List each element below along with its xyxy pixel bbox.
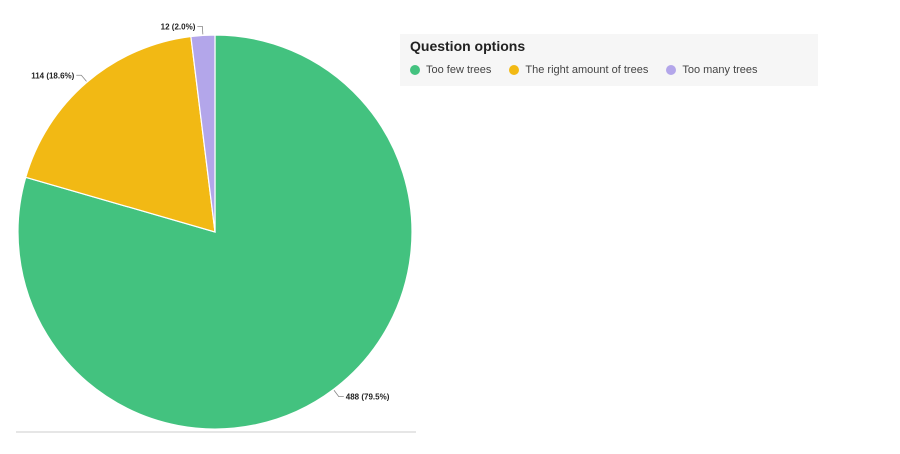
legend-swatch-icon	[509, 65, 520, 75]
legend-label: Too many trees	[682, 64, 758, 76]
leader-lines	[76, 25, 344, 398]
pie-slice-1[interactable]	[25, 35, 216, 233]
pie-slice-2[interactable]	[190, 34, 216, 233]
legend-item-right-amount-of-trees[interactable]: The right amount of trees	[509, 64, 648, 76]
slice-label-0: 488 (79.5%)	[346, 393, 390, 402]
legend: Question options Too few trees The right…	[400, 34, 818, 86]
legend-item-too-many-trees[interactable]: Too many trees	[666, 64, 758, 76]
legend-swatch-icon	[666, 65, 677, 75]
legend-swatch-icon	[410, 65, 420, 75]
leader-line-2	[197, 25, 204, 35]
legend-item-too-few-trees[interactable]: Too few trees	[410, 64, 491, 76]
slice-label-1: 114 (18.6%)	[31, 71, 74, 80]
legend-label: Too few trees	[426, 64, 492, 76]
legend-items: Too few trees The right amount of trees …	[410, 64, 776, 76]
legend-title: Question options	[410, 38, 526, 54]
pie-slice-0[interactable]	[17, 34, 413, 430]
pie-chart: 488 (79.5%) 114 (18.6%) 12 (2.0%)	[16, 22, 416, 433]
slice-label-2: 12 (2.0%)	[161, 22, 196, 31]
leader-line-1	[76, 74, 87, 82]
leader-line-0	[333, 390, 344, 398]
slice-labels: 488 (79.5%) 114 (18.6%) 12 (2.0%)	[31, 22, 390, 401]
pie-slices	[17, 34, 413, 430]
legend-label: The right amount of trees	[525, 64, 649, 76]
